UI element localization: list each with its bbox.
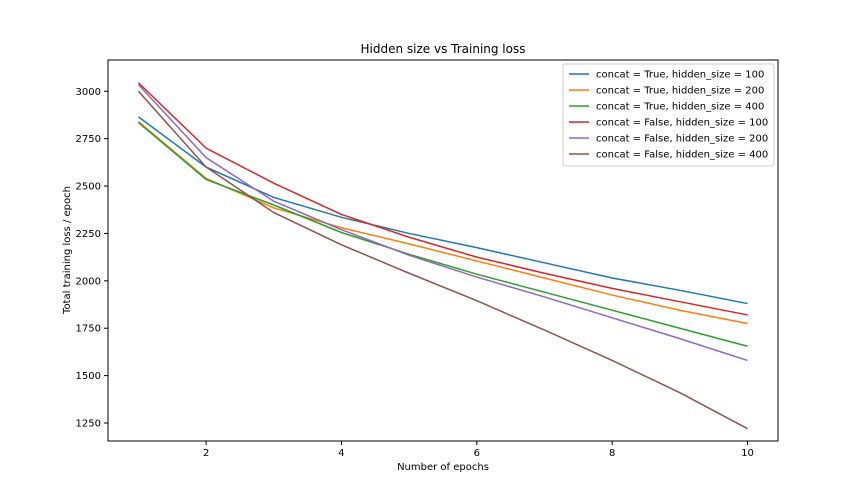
y-tick-label: 2000 [76, 276, 101, 287]
series-line-1 [138, 116, 748, 305]
chart-title: Hidden size vs Training loss [361, 42, 526, 56]
legend: concat = True, hidden_size = 100 concat =… [562, 63, 775, 167]
y-axis: 1250 1500 1750 2000 2250 2500 2750 3000 [76, 87, 108, 429]
legend-label: concat = False, hidden_size = 100 [596, 118, 768, 129]
y-tick-label: 1750 [76, 324, 101, 335]
legend-label: concat = True, hidden_size = 100 [596, 70, 764, 81]
y-axis-title: Total training loss / epoch [62, 186, 73, 315]
series-lines [137, 82, 748, 430]
series-line-4 [137, 82, 748, 316]
x-tick-label: 2 [203, 448, 209, 459]
series-line-6 [137, 90, 748, 430]
legend-label: concat = True, hidden_size = 200 [596, 86, 764, 97]
x-tick-label: 8 [609, 448, 615, 459]
plot-area [107, 59, 779, 442]
y-tick-label: 1500 [76, 371, 101, 382]
y-tick-label: 2250 [76, 229, 101, 240]
x-axis-title: Number of epochs [397, 462, 489, 473]
series-line-2 [137, 121, 748, 325]
legend-label: concat = True, hidden_size = 400 [596, 102, 764, 113]
x-tick-label: 6 [474, 448, 480, 459]
legend-label: concat = False, hidden_size = 200 [596, 134, 768, 145]
y-tick-label: 2750 [76, 134, 101, 145]
y-tick-label: 2500 [76, 182, 101, 193]
series-line-3 [137, 121, 748, 347]
x-tick-label: 10 [741, 448, 754, 459]
y-tick-label: 3000 [76, 87, 101, 98]
series-line-5 [137, 84, 748, 362]
x-tick-label: 4 [338, 448, 344, 459]
legend-frame [562, 63, 775, 167]
y-tick-label: 1250 [76, 418, 101, 429]
x-axis: 2 4 6 8 10 [203, 441, 754, 459]
legend-label: concat = False, hidden_size = 400 [596, 150, 768, 161]
